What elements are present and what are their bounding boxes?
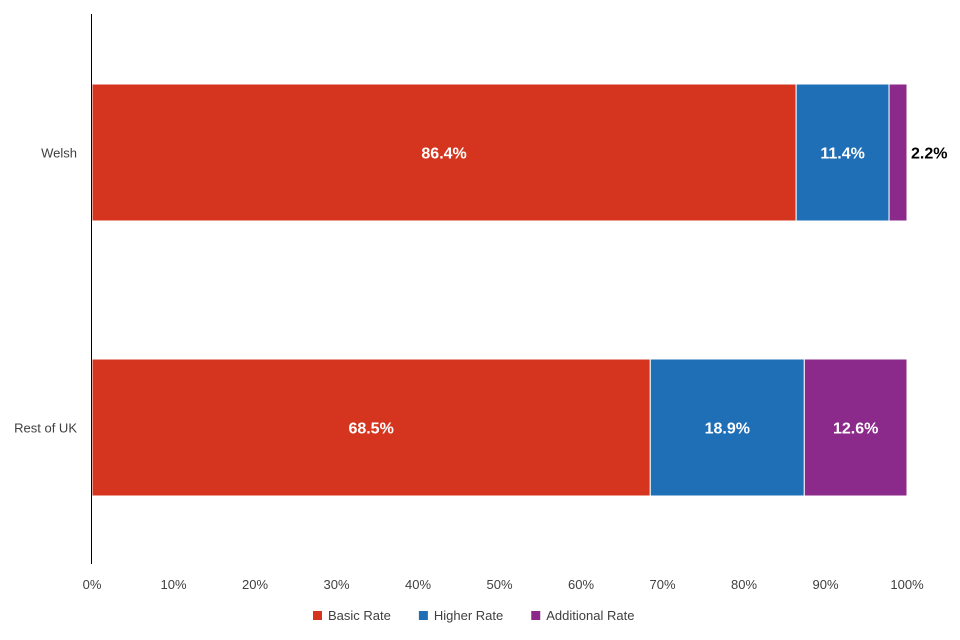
legend-swatch-basic-rate	[313, 611, 322, 620]
data-label-rest-of-uk-additional-rate: 12.6%	[833, 421, 878, 438]
legend-swatch-higher-rate	[418, 611, 428, 620]
bar-rest-of-uk-additional-rate	[803, 358, 908, 497]
x-tick-label: 90%	[812, 577, 838, 592]
data-label-rest-of-uk-higher-rate: 18.9%	[705, 421, 750, 438]
x-tick-label: 40%	[405, 577, 431, 592]
legend-swatch-additional-rate	[531, 611, 541, 620]
x-tick-label: 70%	[649, 577, 675, 592]
category-label-rest-of-uk: Rest of UK	[14, 421, 77, 436]
x-tick-label: 20%	[242, 577, 268, 592]
x-tick-label: 0%	[83, 577, 102, 592]
bar-rest-of-uk-higher-rate	[649, 358, 805, 497]
legend-label-higher-rate: Higher Rate	[434, 608, 503, 623]
bar-rest-of-uk-basic-rate	[91, 358, 651, 497]
x-tick-label: 100%	[890, 577, 924, 592]
legend-label-additional-rate: Additional Rate	[546, 608, 634, 623]
legend-label-basic-rate: Basic Rate	[328, 608, 391, 623]
data-label-welsh-basic-rate: 86.4%	[421, 146, 466, 163]
bar-welsh-higher-rate	[795, 83, 890, 222]
data-label-welsh-additional-rate: 2.2%	[911, 146, 947, 163]
x-tick-label: 60%	[568, 577, 594, 592]
x-axis-ticks: 0% 10% 20% 30% 40% 50% 60% 70% 80% 90% 100%	[83, 577, 924, 592]
bar-welsh-additional-rate	[888, 83, 908, 222]
x-tick-label: 80%	[731, 577, 757, 592]
legend: Basic Rate Higher Rate Additional Rate	[313, 608, 634, 623]
category-label-welsh: Welsh	[41, 146, 77, 161]
x-tick-label: 30%	[323, 577, 349, 592]
data-label-welsh-higher-rate: 11.4%	[820, 146, 864, 163]
bar-welsh-basic-rate	[91, 83, 797, 222]
x-tick-label: 10%	[160, 577, 186, 592]
data-label-rest-of-uk-basic-rate: 68.5%	[348, 421, 393, 438]
category-labels: Welsh Rest of UK	[14, 146, 77, 436]
bars-layer: 86.4% 11.4% 2.2% 68.5% 18.9% 12.6%	[91, 83, 947, 497]
x-tick-label: 50%	[486, 577, 512, 592]
